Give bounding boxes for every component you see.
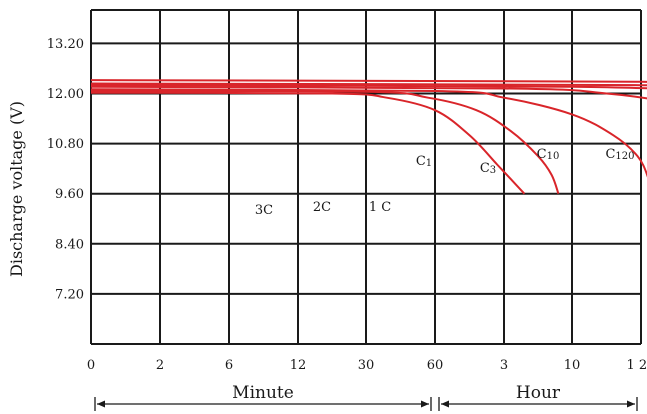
y-tick-labels: 13.20 12.00 10.80 9.60 8.40 7.20 bbox=[47, 37, 84, 302]
x-tick-labels: 0 2 6 12 30 60 3 10 1 20 bbox=[87, 358, 647, 373]
section-label-bg bbox=[225, 384, 301, 402]
series-label-c3: C3 bbox=[480, 161, 496, 176]
curve-2c bbox=[90, 90, 560, 195]
curve-c120 bbox=[90, 79, 647, 83]
series-label-c1: C1 bbox=[416, 154, 432, 169]
y-axis-label: Discharge voltage (V) bbox=[7, 101, 26, 277]
y-tick-label: 10.80 bbox=[47, 137, 84, 152]
x-section-markers: Minute Hour bbox=[94, 383, 638, 411]
section-hour: Hour bbox=[438, 383, 638, 411]
grid bbox=[90, 9, 642, 345]
x-tick-label: 60 bbox=[427, 358, 444, 373]
x-tick-label: 10 bbox=[564, 358, 581, 373]
arrow-right-icon bbox=[421, 400, 429, 408]
section-label-bg bbox=[500, 384, 576, 402]
series-label-3c: 3C bbox=[255, 203, 273, 218]
arrow-right-icon bbox=[627, 400, 635, 408]
x-tick-label: 0 bbox=[87, 358, 95, 373]
y-tick-label: 12.00 bbox=[47, 87, 84, 102]
x-tick-label: 6 bbox=[225, 358, 233, 373]
x-tick-label: 30 bbox=[358, 358, 375, 373]
curve-c1 bbox=[90, 85, 647, 100]
x-tick-label: 2 bbox=[156, 358, 164, 373]
section-label: Hour bbox=[516, 383, 561, 403]
y-tick-label: 9.60 bbox=[55, 187, 84, 202]
curve-c10 bbox=[90, 82, 647, 87]
series-annotations: 3C 2C 1 C C1 C3 C10 C120 bbox=[255, 147, 635, 218]
series-label-1c: 1 C bbox=[369, 200, 391, 215]
curve-c3 bbox=[90, 84, 647, 90]
y-tick-label: 8.40 bbox=[55, 237, 84, 252]
arrow-left-icon bbox=[97, 400, 105, 408]
curve-3c bbox=[90, 91, 526, 195]
x-tick-label: 12 bbox=[290, 358, 307, 373]
x-tick-label: 1 20 bbox=[627, 358, 647, 373]
x-tick-label: 3 bbox=[500, 358, 508, 373]
series-label-c120: C120 bbox=[605, 147, 634, 162]
section-label: Minute bbox=[232, 383, 294, 403]
arrow-left-icon bbox=[441, 400, 449, 408]
y-tick-label: 7.20 bbox=[55, 287, 84, 302]
series-curves bbox=[90, 79, 647, 195]
section-minute: Minute bbox=[94, 383, 432, 411]
series-label-2c: 2C bbox=[313, 200, 331, 215]
y-tick-label: 13.20 bbox=[47, 37, 84, 52]
series-label-c10: C10 bbox=[537, 147, 560, 162]
curve-1c bbox=[90, 88, 647, 178]
